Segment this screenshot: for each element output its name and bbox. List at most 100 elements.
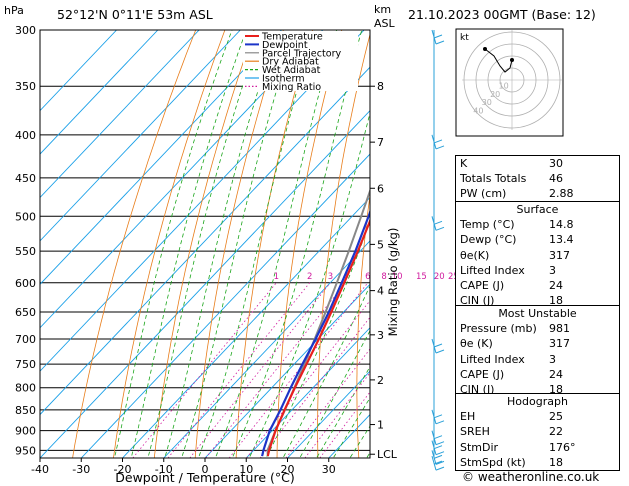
most-unstable-key: CAPE (J) [460, 367, 505, 381]
wet-adiabat-line [282, 284, 370, 458]
isotherm-line [80, 153, 370, 458]
x-axis-label: Dewpoint / Temperature (°C) [115, 470, 294, 485]
pressure-tick-label: 650 [15, 306, 36, 319]
indices-value: 46 [549, 172, 563, 186]
most-unstable-row: Lifted Index 3 [456, 352, 619, 367]
most-unstable-panel: Most Unstable Pressure (mb) 981 θe (K) 317 L… [455, 305, 620, 399]
surface-row: Dewp (°C) 13.4 [456, 232, 619, 247]
isotherm-line [40, 66, 370, 416]
mixing-ratio-axis-label: Mixing Ratio (g/kg) [386, 228, 400, 337]
surface-row: Temp (°C) 14.8 [456, 217, 619, 232]
plot-frame [39, 29, 371, 459]
height-tick-label: 5 [377, 238, 384, 251]
legend-box [243, 31, 358, 91]
km-label: km [374, 3, 391, 16]
mixing-ratio-label: 3 [328, 272, 333, 282]
temperature-tick-label: 0 [202, 463, 209, 476]
indices-panel: K 30 Totals Totals 46 PW (cm) 2.88 [455, 155, 620, 203]
wind-barb-flag [435, 441, 445, 446]
isotherm-line [204, 283, 370, 458]
mixing-ratio-line [304, 372, 370, 458]
most-unstable-key: Lifted Index [460, 352, 525, 366]
dry-adiabat-line [395, 30, 430, 458]
hodograph-table-title: Hodograph [507, 395, 568, 408]
credit-text: © weatheronline.co.uk [462, 470, 600, 484]
wind-barb-flag [435, 420, 445, 425]
height-tick-label: LCL [377, 448, 398, 461]
indices-value: 2.88 [549, 187, 574, 201]
hodograph-ring-label: 40 [473, 107, 483, 116]
hodograph-table-key: StmDir [460, 440, 499, 454]
dry-adiabat-line [235, 30, 313, 458]
isotherm-line [40, 30, 241, 242]
most-unstable-value: 3 [549, 352, 556, 366]
hodograph-table-value: 18 [549, 455, 563, 469]
wind-barb-flag [435, 460, 445, 465]
most-unstable-row: Pressure (mb) 981 [456, 321, 619, 336]
wind-barb-flag [433, 460, 443, 465]
legend-label: Wet Adiabat [262, 65, 321, 76]
hodograph-ring-label: 10 [499, 81, 509, 90]
mixing-ratio-label: 15 [416, 272, 427, 282]
mixing-ratio-line [246, 300, 370, 458]
surface-row: θe(K) 317 [456, 248, 619, 263]
wind-barb-flag [433, 435, 443, 440]
dry-adiabat-line [113, 30, 226, 458]
wet-adiabat-line [248, 111, 370, 458]
wet-adiabat-line [164, 30, 278, 458]
temperature-tick-label: -30 [72, 463, 90, 476]
legend-label: Dry Adiabat [262, 57, 319, 68]
hodograph-table-key: EH [460, 410, 476, 424]
hodograph-kt-label: kt [460, 33, 469, 43]
surface-value: 3 [549, 263, 556, 277]
height-tick-label: 1 [377, 419, 384, 432]
indices-row: Totals Totals 46 [456, 171, 619, 186]
wind-barb [431, 455, 437, 471]
pressure-tick-label: 450 [15, 172, 36, 185]
background-lines [40, 30, 430, 458]
wet-adiabat-line [198, 30, 315, 458]
pressure-tick-label: 500 [15, 210, 36, 223]
wind-barbs [431, 29, 445, 471]
isotherm-line [245, 327, 370, 458]
surface-value: 18 [549, 294, 563, 308]
dewpoint-line [261, 208, 370, 457]
surface-key: CIN (J) [460, 294, 495, 308]
surface-value: 24 [549, 278, 563, 292]
surface-key: Temp (°C) [460, 218, 515, 232]
temperature-tick-label: 30 [322, 463, 336, 476]
hodograph-ring-label: 20 [490, 90, 500, 99]
most-unstable-title: Most Unstable [498, 307, 577, 320]
pressure-tick-label: 300 [15, 24, 36, 37]
temperature-axis: -40 -30 -20 -10 0 10 20 30 [31, 458, 336, 476]
most-unstable-row: CAPE (J) 24 [456, 367, 619, 382]
mixing-ratio-line [189, 282, 331, 458]
mixing-ratio-label: 25 [448, 272, 459, 282]
wind-barb-flag [433, 454, 443, 459]
mixing-ratio-label: 6 [365, 272, 370, 282]
wet-adiabat-line [147, 30, 262, 458]
height-tick-label: 8 [377, 80, 384, 93]
height-tick-label: 4 [377, 285, 384, 298]
surface-value: 13.4 [549, 233, 574, 247]
temperature-tick-label: -10 [155, 463, 173, 476]
mixing-ratio-label: 2 [307, 272, 312, 282]
surface-row: CAPE (J) 24 [456, 278, 619, 293]
surface-value: 317 [549, 248, 570, 262]
temperature-tick-label: -40 [31, 463, 49, 476]
mixing-ratio-line [259, 316, 370, 458]
temperature-tick-label: 10 [239, 463, 253, 476]
height-tick-label: 2 [377, 374, 384, 387]
pressure-tick-label: 700 [15, 333, 36, 346]
wind-barb-flag [433, 34, 443, 39]
isotherm-line [40, 30, 365, 372]
height-tick-label: 3 [377, 329, 384, 342]
pressure-tick-label: 550 [15, 245, 36, 258]
hodograph-point [483, 47, 487, 51]
temperature-tick-label: -20 [114, 463, 132, 476]
pressure-tick-label: 600 [15, 277, 36, 290]
pressure-tick-label: 350 [15, 80, 36, 93]
